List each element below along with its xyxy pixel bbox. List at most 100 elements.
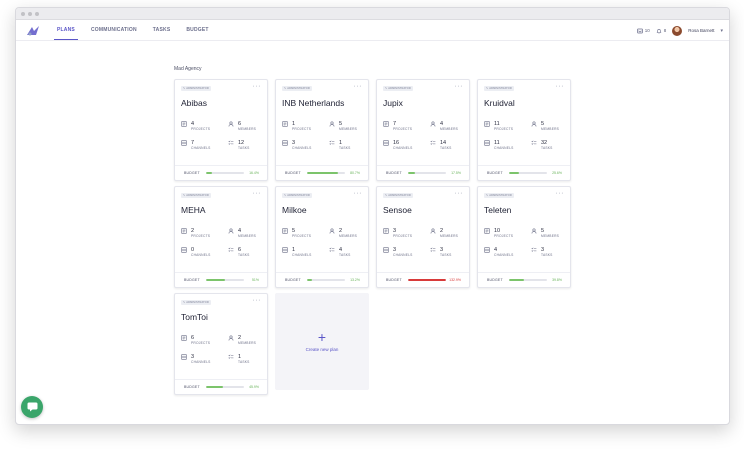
projects-label: PROJECTS	[393, 234, 413, 238]
nav-tasks[interactable]: TASKS	[152, 27, 171, 33]
plan-card[interactable]: ✎ ADMINISTRATOR ··· TomToi 6 PROJECTS 2 MEMBERS…	[174, 293, 268, 395]
channels-count: 0	[191, 247, 195, 253]
members-icon	[531, 121, 537, 127]
more-options-icon[interactable]: ···	[353, 83, 362, 90]
tasks-count: 14	[440, 140, 447, 146]
more-options-icon[interactable]: ···	[555, 83, 564, 90]
tasks-label: TASKS	[238, 360, 250, 364]
plan-name: TomToi	[181, 312, 208, 322]
projects-label: PROJECTS	[494, 127, 514, 131]
projects-icon	[181, 335, 187, 341]
nav-communication[interactable]: COMMUNICATION	[90, 27, 137, 33]
budget-row: BUDGET 80.7%	[276, 165, 368, 180]
projects-label: PROJECTS	[191, 341, 211, 345]
window-titlebar	[16, 8, 729, 20]
budget-label: BUDGET	[487, 171, 503, 175]
projects-icon	[484, 228, 490, 234]
projects-count: 10	[494, 228, 501, 234]
members-count: 4	[238, 228, 242, 234]
pencil-icon: ✎	[385, 87, 388, 90]
app-window: PLANS COMMUNICATION TASKS BUDGET 10 8 Ro…	[15, 7, 730, 425]
window-zoom-dot[interactable]	[35, 11, 39, 16]
nav-right-area: 10 8 Rosa Barnett ▾	[636, 20, 723, 41]
more-options-icon[interactable]: ···	[252, 190, 261, 197]
budget-progress-fill	[307, 279, 313, 281]
members-count: 2	[440, 228, 444, 234]
budget-progress-bar	[408, 172, 446, 174]
tasks-label: TASKS	[440, 146, 452, 150]
more-options-icon[interactable]: ···	[454, 83, 463, 90]
tasks-count: 4	[339, 247, 343, 253]
budget-progress-bar	[408, 279, 446, 281]
plan-card[interactable]: ✎ ADMINISTRATOR ··· Jupix 7 PROJECTS 4 MEMBERS 1…	[376, 79, 470, 181]
budget-label: BUDGET	[184, 278, 200, 282]
budget-row: BUDGET 132.9%	[377, 272, 469, 287]
administrator-badge: ✎ ADMINISTRATOR	[282, 86, 312, 91]
channels-label: CHANNELS	[191, 253, 211, 257]
create-new-plan-label: Create new plan	[305, 347, 339, 352]
app-logo-icon[interactable]	[24, 20, 42, 41]
tasks-notification[interactable]: 10	[636, 28, 650, 34]
plan-card[interactable]: ✎ ADMINISTRATOR ··· Kruidval 11 PROJECTS 5 MEMB…	[477, 79, 571, 181]
user-avatar[interactable]	[672, 25, 683, 36]
projects-count: 11	[494, 121, 500, 127]
channels-icon	[282, 247, 288, 253]
projects-icon	[282, 228, 288, 234]
plan-name: Sensoe	[383, 205, 412, 215]
administrator-badge: ✎ ADMINISTRATOR	[181, 193, 211, 198]
channels-label: CHANNELS	[393, 253, 413, 257]
plan-card[interactable]: ✎ ADMINISTRATOR ··· Milkoe 5 PROJECTS 2 MEMBERS…	[275, 186, 369, 288]
budget-percent: 13.2%	[350, 278, 360, 282]
create-new-plan-button[interactable]: + Create new plan	[275, 293, 369, 390]
plan-card[interactable]: ✎ ADMINISTRATOR ··· INB Netherlands 1 PROJECT…	[275, 79, 369, 181]
alerts-notification-count: 8	[663, 28, 667, 33]
tasks-count: 1	[238, 354, 242, 360]
more-options-icon[interactable]: ···	[353, 190, 362, 197]
nav-budget[interactable]: BUDGET	[186, 27, 209, 33]
more-options-icon[interactable]: ···	[555, 190, 564, 197]
badge-label: ADMINISTRATOR	[186, 301, 209, 304]
inbox-icon	[636, 28, 643, 33]
channels-count: 7	[191, 140, 195, 146]
channels-label: CHANNELS	[292, 253, 312, 257]
budget-label: BUDGET	[285, 171, 301, 175]
plan-card[interactable]: ✎ ADMINISTRATOR ··· MEHA 2 PROJECTS 4 MEMBERS 0 C…	[174, 186, 268, 288]
alerts-notification[interactable]: 8	[656, 28, 667, 34]
badge-label: ADMINISTRATOR	[287, 87, 310, 90]
channels-count: 11	[494, 140, 500, 146]
projects-count: 3	[393, 228, 397, 234]
badge-label: ADMINISTRATOR	[388, 194, 411, 197]
projects-icon	[484, 121, 490, 127]
members-label: MEMBERS	[238, 127, 257, 131]
members-label: MEMBERS	[339, 234, 358, 238]
budget-row: BUDGET 17.5%	[377, 165, 469, 180]
budget-row: BUDGET 45.9%	[175, 379, 267, 394]
nav-plans[interactable]: PLANS	[52, 20, 80, 40]
pencil-icon: ✎	[486, 87, 489, 90]
more-options-icon[interactable]: ···	[252, 297, 261, 304]
pencil-icon: ✎	[183, 194, 186, 197]
members-count: 2	[238, 335, 242, 341]
user-name[interactable]: Rosa Barnett	[688, 28, 715, 33]
channels-icon	[484, 247, 490, 253]
budget-label: BUDGET	[184, 171, 200, 175]
budget-label: BUDGET	[386, 171, 402, 175]
channels-label: CHANNELS	[191, 360, 211, 364]
window-close-dot[interactable]	[21, 11, 25, 16]
plan-card[interactable]: ✎ ADMINISTRATOR ··· Sensoe 3 PROJECTS 2 MEMBERS…	[376, 186, 470, 288]
plan-card[interactable]: ✎ ADMINISTRATOR ··· Teleten 10 PROJECTS 5 MEMBE…	[477, 186, 571, 288]
chevron-down-icon[interactable]: ▾	[720, 27, 723, 34]
window-minimize-dot[interactable]	[28, 11, 32, 16]
members-icon	[228, 228, 234, 234]
members-label: MEMBERS	[339, 127, 358, 131]
more-options-icon[interactable]: ···	[252, 83, 261, 90]
administrator-badge: ✎ ADMINISTRATOR	[484, 86, 514, 91]
more-options-icon[interactable]: ···	[454, 190, 463, 197]
tasks-icon	[430, 140, 436, 145]
administrator-badge: ✎ ADMINISTRATOR	[181, 86, 211, 91]
plan-card[interactable]: ✎ ADMINISTRATOR ··· Abibas 4 PROJECTS 6 MEMBERS…	[174, 79, 268, 181]
chat-button[interactable]	[21, 396, 43, 418]
channels-icon	[181, 247, 187, 253]
budget-progress-fill	[206, 172, 213, 174]
projects-label: PROJECTS	[393, 127, 413, 131]
